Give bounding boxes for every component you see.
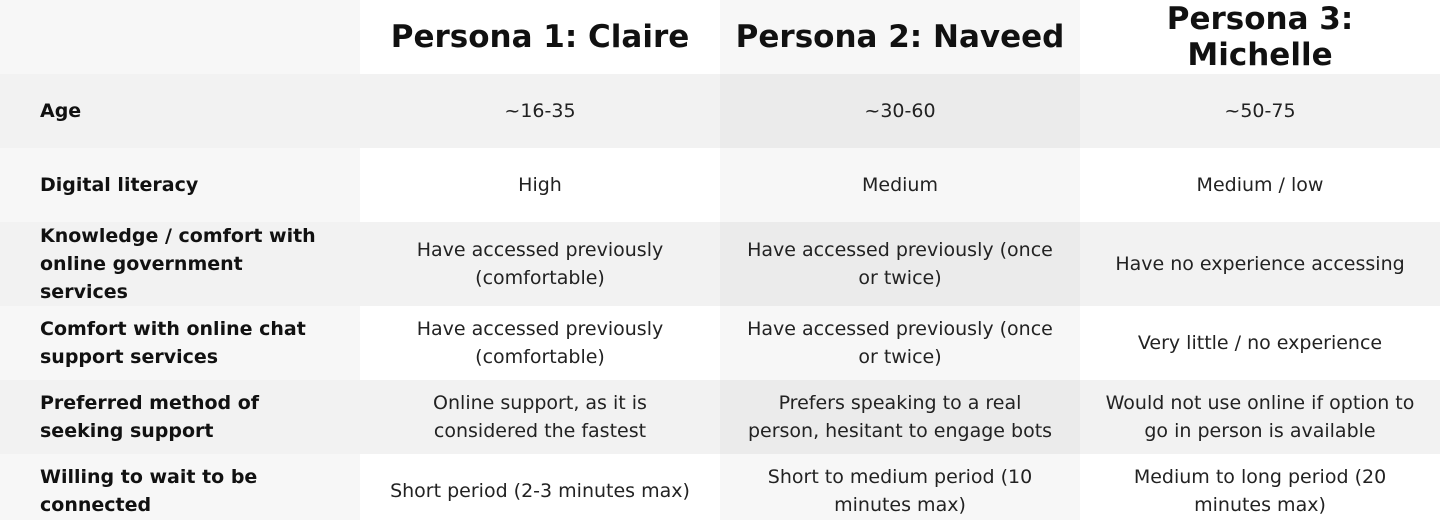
table-cell: Medium / low [1080, 148, 1440, 222]
table-cell: Medium to long period (20 minutes max) [1080, 454, 1440, 520]
corner-header-cell [0, 0, 360, 74]
table-cell: Would not use online if option to go in … [1080, 380, 1440, 454]
table-row: Comfort with online chat support service… [0, 306, 1440, 380]
persona-2-header: Persona 2: Naveed [720, 0, 1080, 74]
table-row: Willing to wait to be connected Short pe… [0, 454, 1440, 520]
row-label-preferred-method: Preferred method of seeking support [0, 380, 360, 454]
table-cell: ~16-35 [360, 74, 720, 148]
table-cell: Online support, as it is considered the … [360, 380, 720, 454]
table-cell: Short to medium period (10 minutes max) [720, 454, 1080, 520]
table-row: Age ~16-35 ~30-60 ~50-75 [0, 74, 1440, 148]
table-cell: Short period (2-3 minutes max) [360, 454, 720, 520]
table-row: Digital literacy High Medium Medium / lo… [0, 148, 1440, 222]
table-cell: Very little / no experience [1080, 306, 1440, 380]
table-row: Preferred method of seeking support Onli… [0, 380, 1440, 454]
table-cell: Have no experience accessing [1080, 222, 1440, 306]
row-label-chat-support: Comfort with online chat support service… [0, 306, 360, 380]
row-label-government-services: Knowledge / comfort with online governme… [0, 222, 360, 306]
table-cell: Medium [720, 148, 1080, 222]
table-cell: Have accessed previously (once or twice) [720, 222, 1080, 306]
table-cell: ~50-75 [1080, 74, 1440, 148]
table-cell: High [360, 148, 720, 222]
table-cell: Have accessed previously (comfortable) [360, 222, 720, 306]
table-cell: Have accessed previously (comfortable) [360, 306, 720, 380]
table-cell: ~30-60 [720, 74, 1080, 148]
row-label-digital-literacy: Digital literacy [0, 148, 360, 222]
header-row: Persona 1: Claire Persona 2: Naveed Pers… [0, 0, 1440, 74]
table-row: Knowledge / comfort with online governme… [0, 222, 1440, 306]
table-cell: Prefers speaking to a real person, hesit… [720, 380, 1080, 454]
persona-1-header: Persona 1: Claire [360, 0, 720, 74]
row-label-age: Age [0, 74, 360, 148]
row-label-wait-time: Willing to wait to be connected [0, 454, 360, 520]
table-cell: Have accessed previously (once or twice) [720, 306, 1080, 380]
persona-3-header: Persona 3: Michelle [1080, 0, 1440, 74]
